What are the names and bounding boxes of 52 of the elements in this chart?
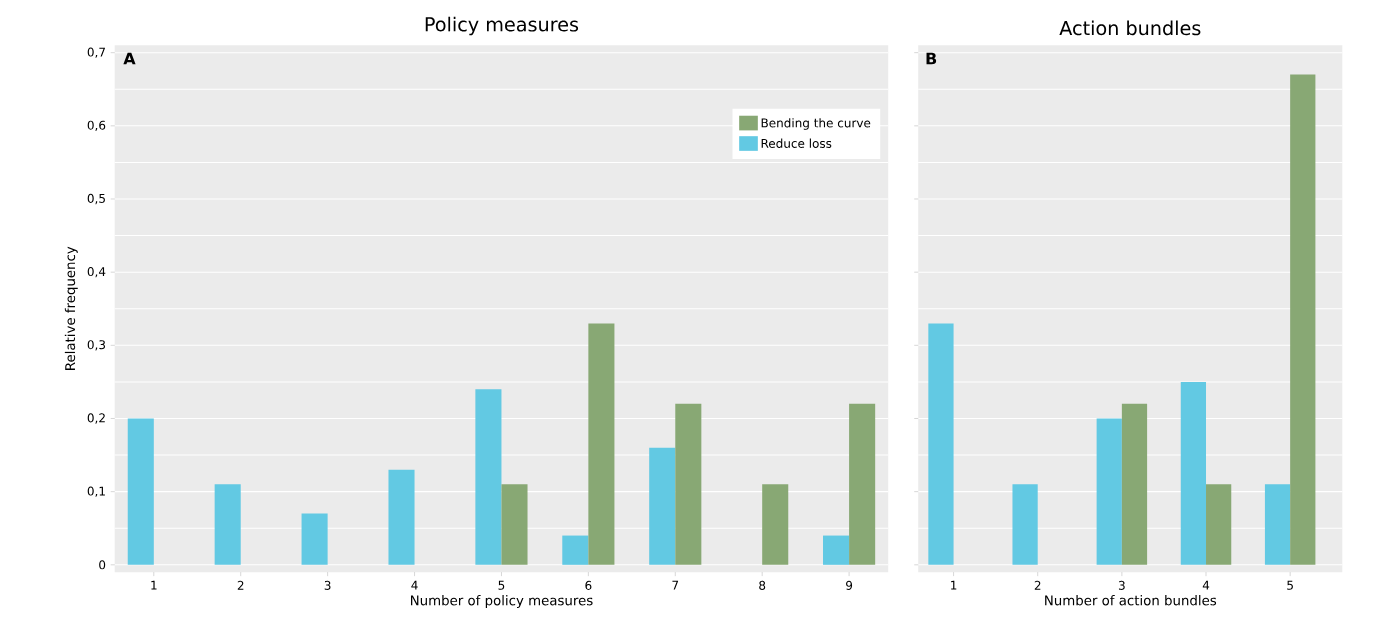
bar [562,535,589,565]
x-tick-label: 3 [1118,580,1125,591]
bar [127,418,154,565]
x-tick-label: 4 [411,580,418,590]
y-tick-label: 0,4 [87,267,106,278]
bar [1096,418,1122,565]
x-tick-label: 9 [846,580,853,591]
bar [475,389,502,565]
bar [823,535,850,565]
x-tick-label: 5 [498,580,505,590]
x-axis-title: Number of action bundles [1045,595,1217,606]
x-tick-label: 3 [324,580,331,591]
x-tick-label: 1 [951,580,957,590]
x-tick-label: 5 [1287,580,1293,590]
y-tick-label: 0,5 [87,193,105,205]
x-tick-label: 4 [1202,580,1210,590]
x-tick-label: 7 [672,580,679,590]
y-tick-label: 0,7 [87,47,105,58]
chart-title: Policy measures [425,16,579,36]
bar [649,447,676,565]
x-tick-label: 2 [237,580,244,590]
x-axis-title: Number of policy measures [411,595,593,609]
bar [214,484,241,565]
x-tick-label: 6 [585,580,592,591]
bar [1206,484,1232,565]
y-tick-label: 0,2 [87,413,105,424]
bar [501,484,528,565]
bar [1180,382,1207,565]
y-axis-title: Relative frequency [64,246,78,370]
bar [301,513,328,565]
y-tick-label: 0,1 [87,486,105,497]
y-tick-label: 0 [99,560,106,570]
bar [849,403,876,565]
legend-label: Reduce loss [761,138,832,148]
bar [1012,484,1038,565]
y-tick-label: 0,6 [87,120,106,132]
bar [588,323,615,565]
annotation: B [926,52,937,65]
x-tick-label: 1 [151,580,157,590]
bar [762,484,789,565]
bar [1290,74,1316,565]
x-tick-label: 2 [1034,580,1041,590]
chart-title: Action bundles [1059,20,1201,36]
bar [928,323,954,565]
legend-label: Bending the curve [761,118,871,130]
annotation: A [123,52,136,65]
bar [1264,484,1291,565]
bar [675,403,702,565]
y-tick-label: 0,3 [87,340,106,351]
x-tick-label: 8 [759,580,766,591]
bar [388,469,415,565]
bar [1121,403,1148,565]
